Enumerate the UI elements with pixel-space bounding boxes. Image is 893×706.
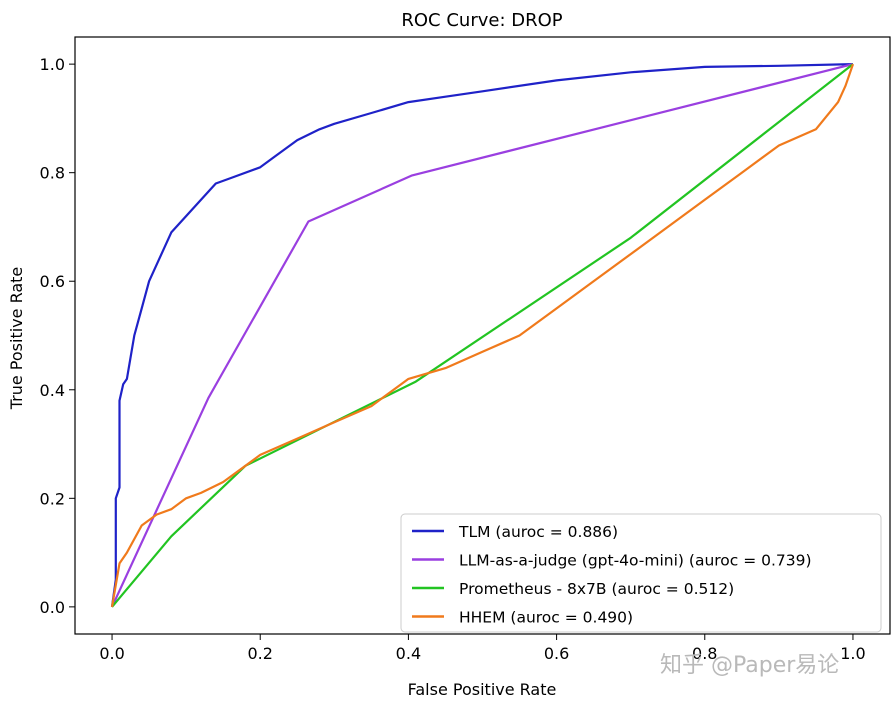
legend-box	[400, 513, 882, 633]
x-tick-label-2: 0.4	[396, 644, 421, 663]
plot-frame	[74, 36, 891, 635]
legend-label-2: Prometheus - 8x7B (auroc = 0.512)	[459, 580, 734, 598]
series-line-1	[111, 63, 854, 608]
x-tick-label-3: 0.6	[544, 644, 569, 663]
y-tick-label-3: 0.6	[40, 272, 65, 291]
legend: TLM (auroc = 0.886) LLM-as-a-judge (gpt-4…	[400, 513, 882, 633]
x-tick-label-5: 1.0	[840, 644, 865, 663]
x-tick-label-1: 0.2	[248, 644, 273, 663]
x-axis: 0.0 0.2 0.4 0.6 0.8 1.0	[99, 634, 866, 663]
watermark: 知乎 @Paper易论	[660, 653, 839, 678]
y-tick-label-1: 0.2	[40, 489, 65, 508]
x-axis-title: False Positive Rate	[408, 680, 557, 699]
legend-label-3: HHEM (auroc = 0.490)	[459, 609, 633, 627]
series-line-3	[110, 63, 855, 608]
y-tick-label-5: 1.0	[40, 55, 65, 74]
y-tick-label-0: 0.0	[40, 598, 65, 617]
legend-label-1: LLM-as-a-judge (gpt-4o-mini) (auroc = 0.…	[459, 552, 812, 570]
series-layer	[110, 63, 855, 608]
y-tick-label-2: 0.4	[40, 381, 65, 400]
y-tick-label-4: 0.8	[40, 164, 65, 183]
y-axis: 0.0 0.2 0.4 0.6 0.8 1.0	[40, 55, 75, 617]
x-tick-label-0: 0.0	[99, 644, 124, 663]
chart-title: ROC Curve: DROP	[401, 10, 562, 31]
legend-label-0: TLM (auroc = 0.886)	[458, 523, 618, 541]
series-line-0	[110, 63, 854, 608]
x-tick-label-4: 0.8	[692, 644, 717, 663]
y-axis-title: True Positive Rate	[7, 267, 26, 411]
